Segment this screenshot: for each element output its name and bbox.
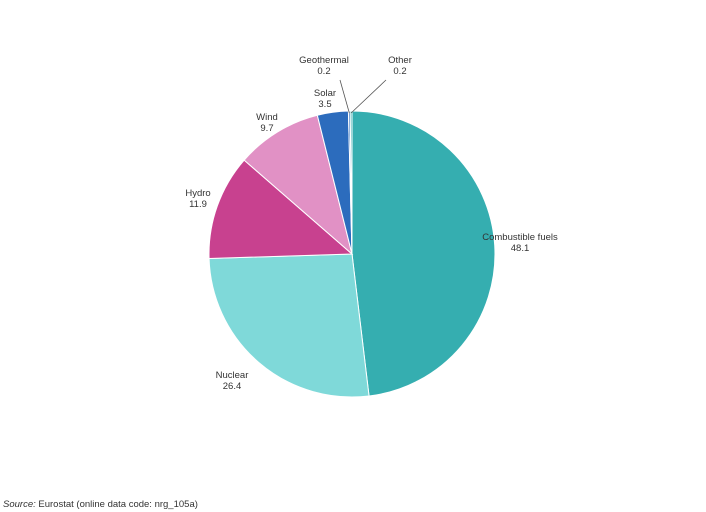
label-combustible-fuels: Combustible fuels: [482, 232, 558, 243]
source-text: Eurostat (online data code: nrg_105a): [38, 499, 198, 510]
value-label-solar: 3.5: [318, 99, 331, 110]
slice-combustible-fuels: [351, 110, 496, 397]
value-label-geothermal: 0.2: [317, 66, 330, 77]
source-prefix: Source:: [3, 499, 36, 510]
value-label-wind: 9.7: [260, 123, 273, 134]
source-note: Source: Eurostat (online data code: nrg_…: [3, 499, 198, 510]
label-hydro: Hydro: [185, 188, 210, 199]
slice-hydro: [208, 159, 354, 260]
label-geothermal: Geothermal: [299, 55, 349, 66]
leader-other: [350, 79, 387, 114]
value-label-other: 0.2: [393, 66, 406, 77]
label-nuclear: Nuclear: [216, 370, 249, 381]
slice-other: [349, 110, 353, 255]
leader-geothermal: [339, 79, 350, 114]
label-wind: Wind: [256, 112, 278, 123]
slice-wind: [243, 114, 353, 256]
value-label-nuclear: 26.4: [223, 381, 242, 392]
value-label-combustible-fuels: 48.1: [511, 243, 530, 254]
label-solar: Solar: [314, 88, 336, 99]
pie-slices: [208, 110, 496, 398]
value-label-hydro: 11.9: [189, 199, 207, 210]
leader-lines: [339, 79, 387, 114]
slice-nuclear: [208, 253, 370, 398]
label-other: Other: [388, 55, 412, 66]
